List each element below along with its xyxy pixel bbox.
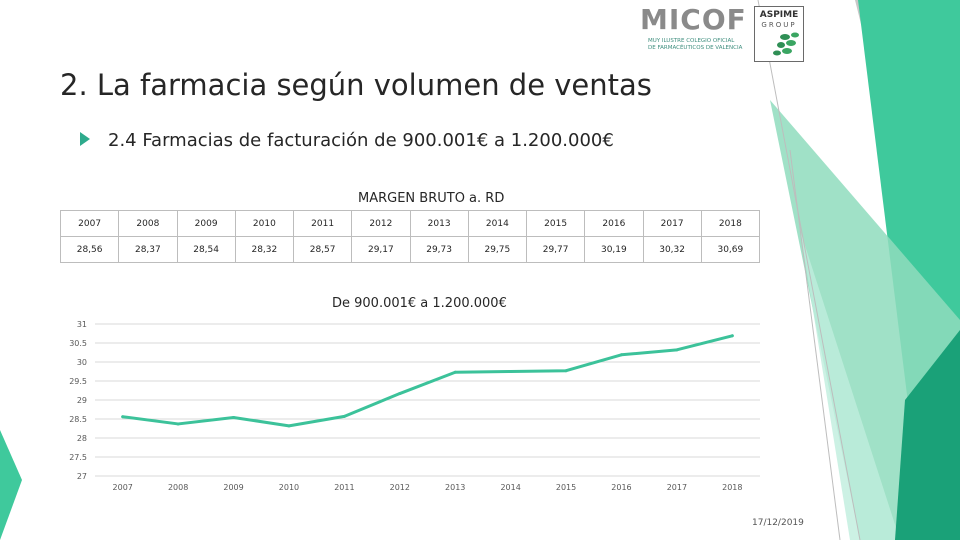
micof-subtitle-line1: MUY ILUSTRE COLEGIO OFICIAL xyxy=(648,38,735,44)
x-tick-label: 2009 xyxy=(223,483,243,492)
subtitle-row: 2.4 Farmacias de facturación de 900.001€… xyxy=(80,130,614,151)
table-cell-value: 30,19 xyxy=(584,236,644,263)
micof-logo-text: MICOF xyxy=(640,3,747,36)
line-chart: 31 30.5 30 29.5 29 28.5 28 27.5 27 2007 2008 2009 20… xyxy=(69,320,760,492)
x-tick-label: 2010 xyxy=(279,483,299,492)
x-tick-label: 2015 xyxy=(556,483,576,492)
data-point xyxy=(453,370,457,374)
deco-line xyxy=(789,149,841,540)
table-cell-year: 2011 xyxy=(292,210,353,237)
table-cell-year: 2010 xyxy=(234,210,295,237)
table-cell-value: 28,32 xyxy=(234,236,295,263)
y-tick-label: 28 xyxy=(77,434,87,443)
y-tick-label: 29.5 xyxy=(69,377,87,386)
table-cell-year: 2016 xyxy=(584,210,644,237)
x-tick-label: 2012 xyxy=(390,483,410,492)
data-point xyxy=(675,348,679,352)
data-point xyxy=(564,369,568,373)
chart-title: De 900.001€ a 1.200.000€ xyxy=(332,296,507,311)
x-tick-label: 2007 xyxy=(113,483,133,492)
y-tick-label: 28.5 xyxy=(69,415,87,424)
micof-logo-subtitle: MUY ILUSTRE COLEGIO OFICIAL DE FARMACÉUT… xyxy=(648,38,748,52)
table-row-years: 2007 2008 2009 2010 2011 2012 2013 2014 … xyxy=(59,210,761,237)
data-point xyxy=(232,415,236,419)
x-tick-label: 2017 xyxy=(667,483,687,492)
table-cell-value: 30,32 xyxy=(642,236,702,263)
table-cell-value: 30,69 xyxy=(700,236,761,263)
data-point xyxy=(509,370,513,373)
micof-logo: MICOF MUY ILUSTRE COLEGIO OFICIAL DE FAR… xyxy=(640,6,746,56)
x-tick-label: 2014 xyxy=(500,483,520,492)
table-cell-value: 28,57 xyxy=(292,236,353,263)
deco-line xyxy=(757,0,861,540)
table-cell-value: 28,37 xyxy=(118,236,178,263)
table-cell-year: 2007 xyxy=(59,210,120,237)
aspime-logo-text: ASPIME xyxy=(759,10,799,20)
aspime-logo: ASPIME GROUP xyxy=(754,6,804,62)
data-point xyxy=(287,424,291,428)
data-point xyxy=(730,334,734,338)
table-cell-year: 2009 xyxy=(176,210,236,237)
dark-green-shape xyxy=(895,330,960,540)
left-green-tab-shape xyxy=(0,430,22,540)
y-tick-label: 27.5 xyxy=(69,453,87,462)
table-cell-value: 29,17 xyxy=(351,236,411,263)
aspime-leaves-icon xyxy=(773,32,799,56)
table-caption: MARGEN BRUTO a. RD xyxy=(358,191,505,206)
x-tick-label: 2013 xyxy=(445,483,465,492)
bullet-arrow-icon xyxy=(80,132,90,146)
margin-table: 2007 2008 2009 2010 2011 2012 2013 2014 … xyxy=(59,210,761,263)
y-tick-label: 31 xyxy=(77,320,87,329)
table-cell-year: 2014 xyxy=(467,210,528,237)
table-cell-year: 2013 xyxy=(409,210,469,237)
table-cell-value: 29,73 xyxy=(409,236,469,263)
data-point xyxy=(121,415,125,419)
y-tick-label: 30 xyxy=(77,358,87,367)
page-title: 2. La farmacia según volumen de ventas xyxy=(60,68,652,102)
y-tick-label: 29 xyxy=(77,396,87,405)
aspime-group-text: GROUP xyxy=(761,21,797,29)
x-tick-label: 2008 xyxy=(168,483,188,492)
table-cell-year: 2012 xyxy=(351,210,411,237)
data-point xyxy=(342,414,346,418)
table-cell-year: 2018 xyxy=(700,210,761,237)
x-tick-label: 2018 xyxy=(722,483,742,492)
data-point xyxy=(176,422,180,426)
y-tick-label: 27 xyxy=(77,472,87,481)
table-row-values: 28,56 28,37 28,54 28,32 28,57 29,17 29,7… xyxy=(59,236,761,263)
slide-date: 17/12/2019 xyxy=(752,518,804,528)
table-cell-value: 28,54 xyxy=(176,236,236,263)
subtitle-text: 2.4 Farmacias de facturación de 900.001€… xyxy=(108,130,614,151)
table-cell-value: 29,77 xyxy=(525,236,586,263)
table-cell-value: 29,75 xyxy=(467,236,528,263)
x-tick-label: 2011 xyxy=(334,483,354,492)
series-line xyxy=(121,334,734,428)
x-tick-label: 2016 xyxy=(611,483,631,492)
table-cell-year: 2017 xyxy=(642,210,702,237)
table-cell-year: 2008 xyxy=(118,210,178,237)
y-tick-label: 30.5 xyxy=(69,339,87,348)
data-point xyxy=(398,392,402,396)
data-point xyxy=(619,353,623,357)
table-cell-year: 2015 xyxy=(525,210,586,237)
pale-green-shape xyxy=(800,230,900,540)
table-cell-value: 28,56 xyxy=(59,236,120,263)
micof-subtitle-line2: DE FARMACÉUTICOS DE VALENCIA xyxy=(648,45,743,51)
